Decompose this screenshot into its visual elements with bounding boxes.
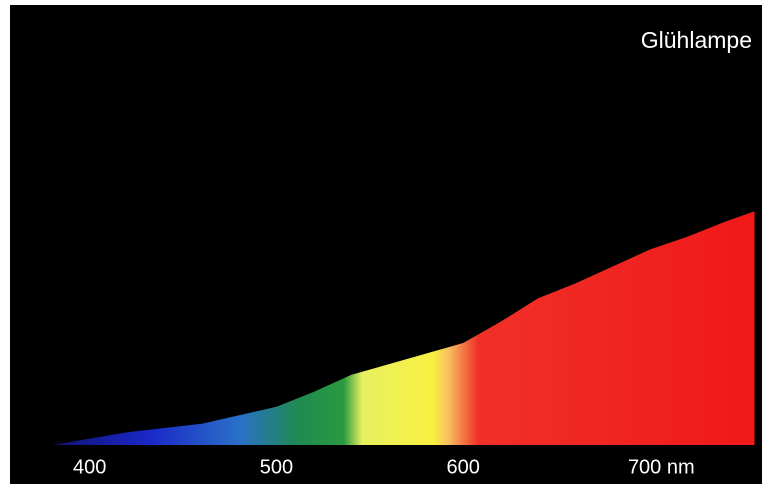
x-tick-label: 700 nm: [628, 456, 695, 478]
x-tick-label: 600: [447, 456, 480, 478]
chart: Glühlampe 400 500 600 700 nm: [0, 0, 762, 484]
x-tick-label: 500: [260, 456, 293, 478]
x-tick-label: 400: [73, 456, 106, 478]
page: {"chart_data": {"type": "area", "title":…: [0, 0, 762, 484]
chart-title: Glühlampe: [641, 27, 752, 53]
